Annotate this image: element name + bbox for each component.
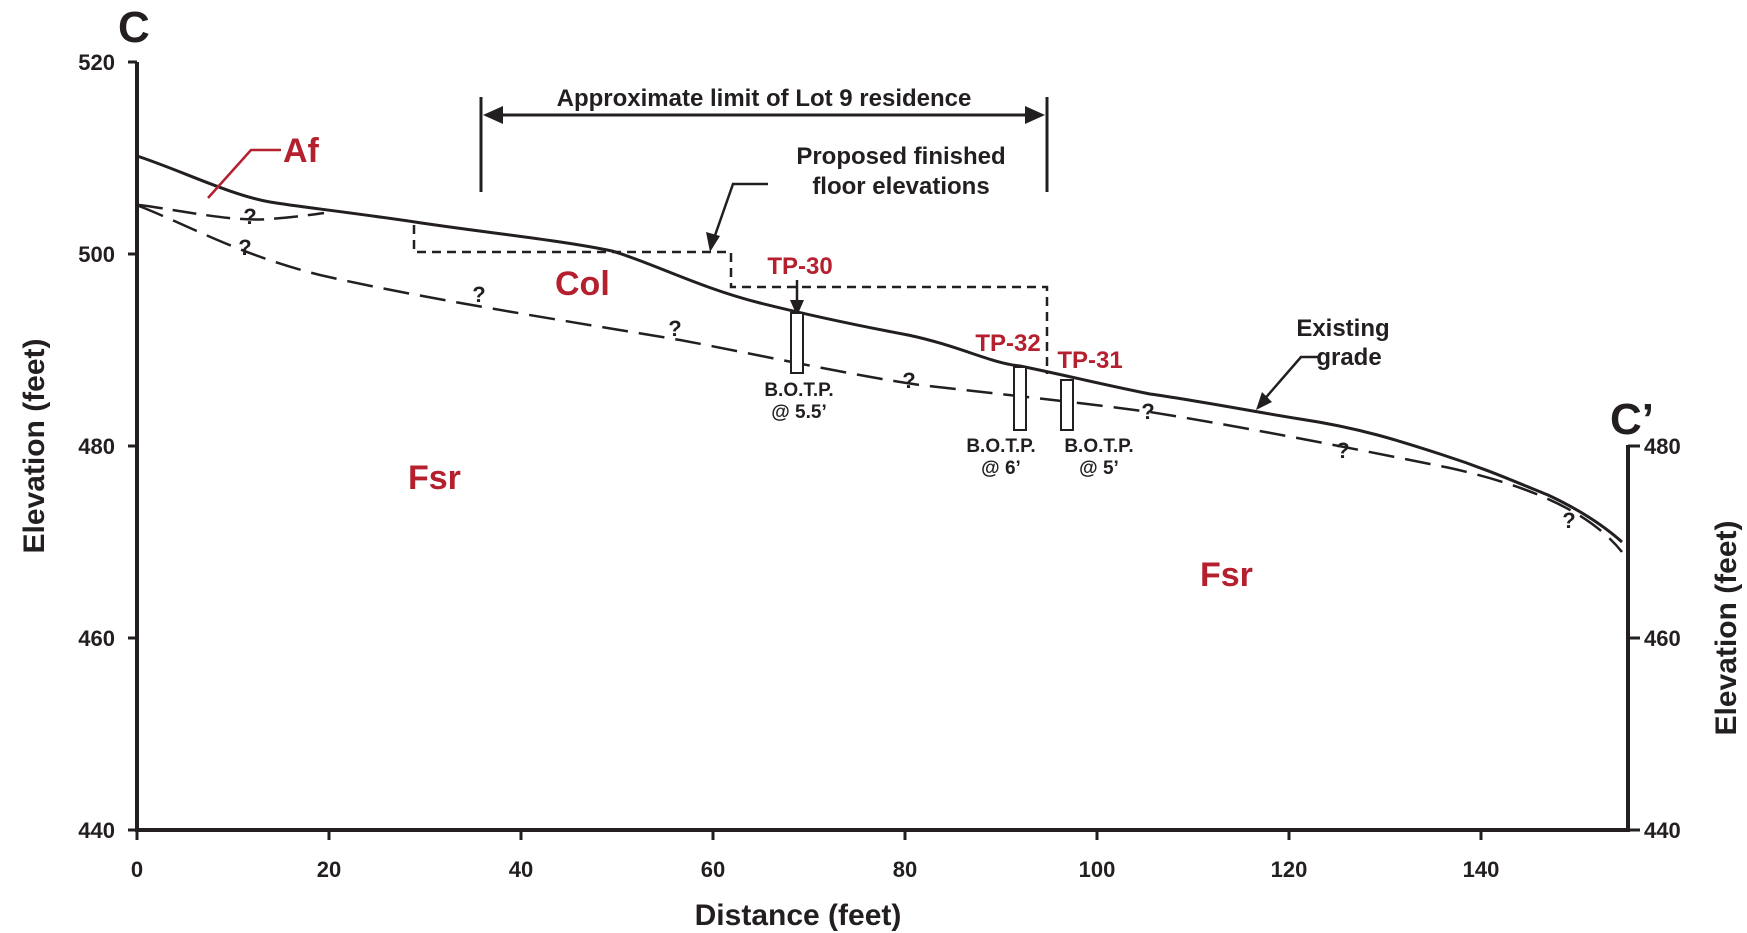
right-y-tick-label: 440 — [1644, 818, 1681, 843]
botp-depth: @ 5’ — [1079, 458, 1119, 479]
residence-limit-dimension — [479, 97, 1049, 192]
y-axis-title: Elevation (feet) — [18, 338, 51, 553]
limit-arrow-right-icon — [1025, 106, 1045, 124]
unit-label-fsr-left: Fsr — [408, 459, 461, 497]
question-mark: ? — [243, 204, 256, 229]
x-tick-label: 100 — [1079, 857, 1116, 882]
question-mark: ? — [1141, 399, 1154, 424]
col-contact-line — [138, 204, 1623, 553]
residence-limit-label: Approximate limit of Lot 9 residence — [557, 85, 972, 112]
uncertainty-marks: ? ? ? ? ? ? ? ? — [238, 204, 1575, 533]
x-tick-label: 60 — [701, 857, 725, 882]
limit-arrow-left-icon — [483, 106, 503, 124]
af-leader — [207, 148, 281, 199]
floor-arrow-icon — [706, 232, 720, 252]
botp-label: B.O.T.P. — [764, 380, 833, 401]
grade-arrow-icon — [1256, 392, 1272, 410]
y-tick-label: 500 — [78, 242, 115, 267]
right-y-ticks — [1628, 444, 1640, 832]
unit-label-af: Af — [283, 132, 320, 170]
test-pit-tp30: TP-30 B.O.T.P. @ 5.5’ — [764, 253, 833, 423]
question-mark: ? — [238, 235, 251, 260]
section-end-label: C’ — [1610, 395, 1654, 444]
right-y-tick-labels: 480 460 440 — [1644, 434, 1681, 843]
grade-label-line2: grade — [1316, 344, 1381, 371]
grade-leader — [1261, 355, 1320, 403]
y-tick-label: 480 — [78, 434, 115, 459]
tp30-arrow-icon — [790, 300, 804, 316]
botp-depth: @ 6’ — [981, 458, 1021, 479]
x-axis-title: Distance (feet) — [695, 899, 902, 932]
right-y-tick-label: 480 — [1644, 434, 1681, 459]
question-mark: ? — [1562, 508, 1575, 533]
right-y-axis-title: Elevation (feet) — [1710, 520, 1743, 735]
test-pit-tp32: TP-32 B.O.T.P. @ 6’ — [966, 330, 1040, 479]
botp-label: B.O.T.P. — [966, 436, 1035, 457]
x-tick-label: 0 — [131, 857, 143, 882]
question-mark: ? — [668, 316, 681, 341]
question-mark: ? — [472, 282, 485, 307]
x-tick-label: 20 — [317, 857, 341, 882]
test-pit-name: TP-32 — [975, 330, 1040, 357]
y-tick-label: 440 — [78, 818, 115, 843]
af-contact-line — [138, 203, 325, 221]
floor-label-line1: Proposed finished — [796, 143, 1005, 170]
grade-label-line1: Existing — [1296, 315, 1389, 342]
x-tick-label: 140 — [1463, 857, 1500, 882]
floor-leader — [710, 182, 768, 245]
test-pit-column — [1060, 379, 1074, 431]
proposed-floor-line — [412, 225, 1049, 374]
y-tick-label: 520 — [78, 50, 115, 75]
existing-grade-line — [136, 154, 1624, 544]
question-mark: ? — [902, 368, 915, 393]
test-pit-name: TP-30 — [767, 253, 832, 280]
x-tick-label: 40 — [509, 857, 533, 882]
x-tick-label: 120 — [1271, 857, 1308, 882]
test-pit-column — [790, 312, 804, 374]
x-ticks — [135, 830, 1483, 840]
unit-label-fsr-right: Fsr — [1200, 556, 1253, 594]
y-tick-label: 460 — [78, 626, 115, 651]
x-tick-label: 80 — [893, 857, 917, 882]
question-mark: ? — [1336, 438, 1349, 463]
x-tick-labels: 0 20 40 60 80 100 120 140 — [131, 857, 1499, 882]
botp-depth: @ 5.5’ — [771, 402, 827, 423]
section-start-label: C — [118, 3, 150, 52]
floor-label-line2: floor elevations — [812, 173, 989, 200]
test-pit-name: TP-31 — [1057, 347, 1122, 374]
right-y-tick-label: 460 — [1644, 626, 1681, 651]
test-pit-tp31: TP-31 B.O.T.P. @ 5’ — [1057, 347, 1133, 479]
botp-label: B.O.T.P. — [1064, 436, 1133, 457]
left-y-tick-labels: 520 500 480 460 440 — [78, 50, 115, 843]
unit-label-col: Col — [555, 265, 610, 303]
test-pit-column — [1013, 366, 1027, 431]
